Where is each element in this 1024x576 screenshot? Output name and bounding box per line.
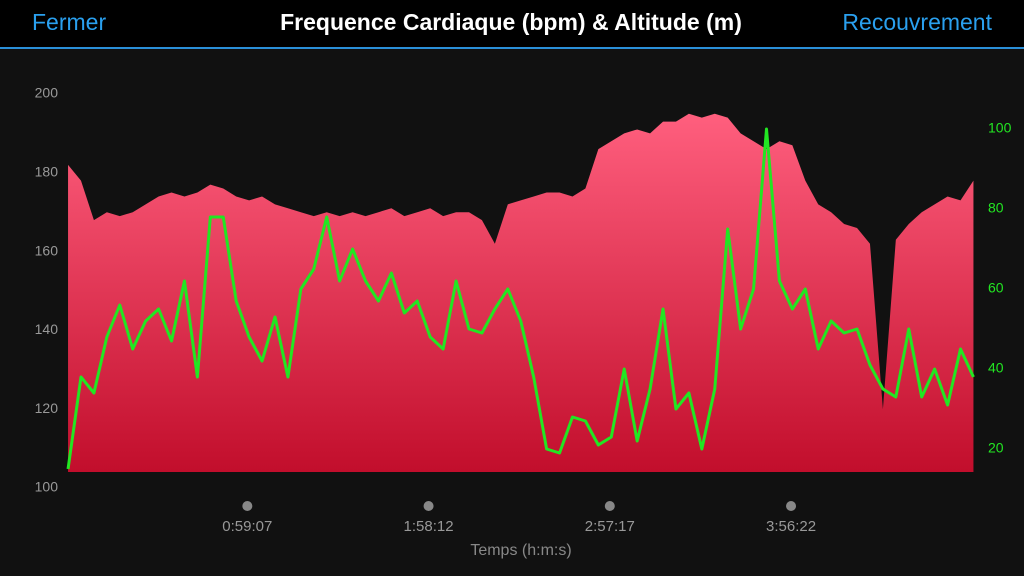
- x-tick-dot: [786, 501, 797, 511]
- heart-rate-area: [68, 113, 974, 472]
- y-tick-label: 160: [35, 242, 59, 258]
- x-tick-label: 0:59:07: [222, 518, 272, 535]
- x-tick-dot: [604, 501, 615, 511]
- y-tick-label: 120: [35, 400, 59, 416]
- close-button[interactable]: Fermer: [32, 9, 106, 35]
- chart-title: Frequence Cardiaque (bpm) & Altitude (m): [280, 9, 742, 35]
- recovery-button[interactable]: Recouvrement: [842, 9, 992, 35]
- x-tick-label: 1:58:12: [404, 518, 454, 535]
- y2-tick-label: 40: [988, 360, 1004, 376]
- y2-tick-label: 80: [988, 200, 1004, 216]
- y-tick-label: 100: [35, 479, 59, 495]
- y2-tick-label: 20: [988, 440, 1004, 456]
- y-tick-label: 180: [35, 164, 59, 180]
- y2-tick-label: 60: [988, 280, 1004, 296]
- x-tick-dot: [242, 501, 253, 511]
- header-bar: [0, 0, 1024, 48]
- y-tick-label: 140: [35, 321, 59, 337]
- x-tick-label: 3:56:22: [766, 518, 816, 535]
- x-tick-label: 2:57:17: [585, 518, 635, 535]
- x-tick-dot: [423, 501, 434, 511]
- y2-tick-label: 100: [988, 120, 1012, 136]
- x-axis-label: Temps (h:m:s): [470, 542, 571, 559]
- altitude-line: [66, 127, 975, 470]
- y-tick-label: 200: [35, 85, 59, 101]
- header-divider: [0, 47, 1024, 49]
